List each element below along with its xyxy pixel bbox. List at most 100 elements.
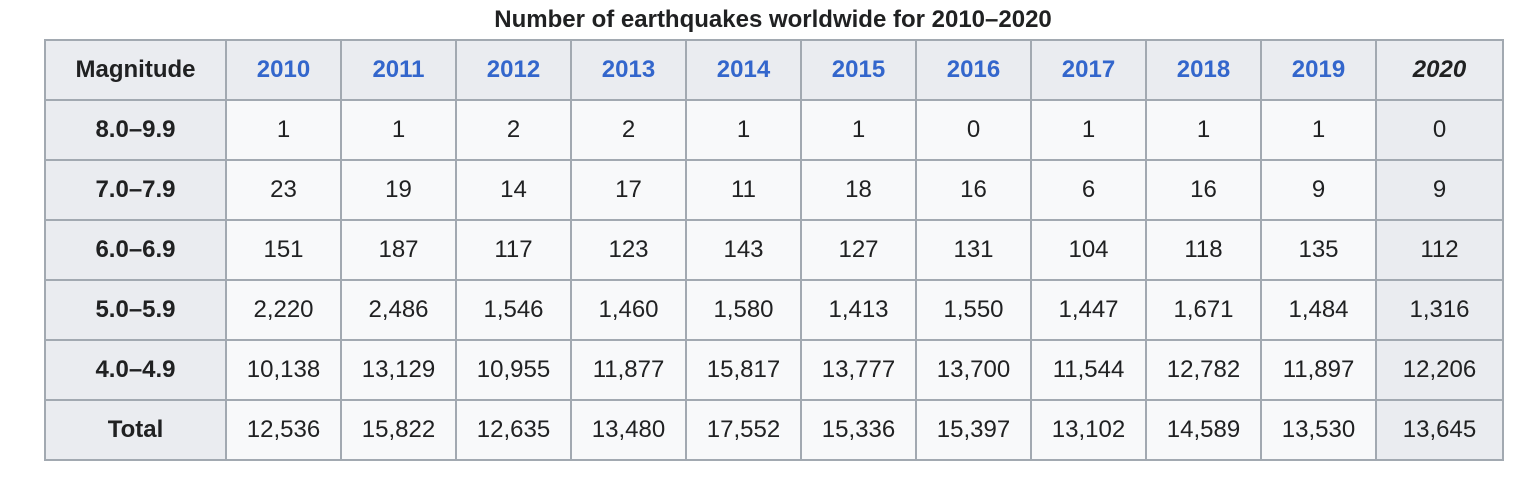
table-row: Total 12,536 15,822 12,635 13,480 17,552 15,33… bbox=[44, 399, 1504, 461]
row-header-magnitude: 4.0–4.9 bbox=[44, 339, 227, 401]
column-header-year: 2017 bbox=[1030, 39, 1147, 101]
table-cell: 1,580 bbox=[685, 279, 802, 341]
table-cell: 2 bbox=[570, 99, 687, 161]
table-cell: 14,589 bbox=[1145, 399, 1262, 461]
column-header-year: 2012 bbox=[455, 39, 572, 101]
table-cell: 1 bbox=[1030, 99, 1147, 161]
table-cell: 1,447 bbox=[1030, 279, 1147, 341]
table-cell: 13,480 bbox=[570, 399, 687, 461]
table-row: 5.0–5.9 2,220 2,486 1,546 1,460 1,580 1,413 1,5… bbox=[44, 279, 1504, 341]
year-link-2013[interactable]: 2013 bbox=[601, 56, 656, 83]
table-cell: 11,544 bbox=[1030, 339, 1147, 401]
table-cell: 10,955 bbox=[455, 339, 572, 401]
table-cell: 17 bbox=[570, 159, 687, 221]
table-cell: 13,700 bbox=[915, 339, 1032, 401]
row-header-magnitude: 5.0–5.9 bbox=[44, 279, 227, 341]
table-cell: 15,817 bbox=[685, 339, 802, 401]
table-cell: 1 bbox=[340, 99, 457, 161]
column-header-year: 2011 bbox=[340, 39, 457, 101]
row-header-magnitude: 6.0–6.9 bbox=[44, 219, 227, 281]
row-header-magnitude: 8.0–9.9 bbox=[44, 99, 227, 161]
year-link-2019[interactable]: 2019 bbox=[1291, 56, 1346, 83]
earthquake-table-container: Number of earthquakes worldwide for 2010… bbox=[44, 0, 1504, 461]
table-cell: 131 bbox=[915, 219, 1032, 281]
table-cell: 6 bbox=[1030, 159, 1147, 221]
table-cell: 11,877 bbox=[570, 339, 687, 401]
table-row: 8.0–9.9 1 1 2 2 1 1 0 1 1 1 0 bbox=[44, 99, 1504, 161]
table-cell: 13,777 bbox=[800, 339, 917, 401]
year-link-2015[interactable]: 2015 bbox=[831, 56, 886, 83]
table-cell: 1,316 bbox=[1375, 279, 1504, 341]
year-link-2016[interactable]: 2016 bbox=[946, 56, 1001, 83]
table-cell: 1 bbox=[1260, 99, 1377, 161]
table-cell: 104 bbox=[1030, 219, 1147, 281]
table-cell: 1 bbox=[1145, 99, 1262, 161]
table-cell: 2,220 bbox=[225, 279, 342, 341]
table-cell: 143 bbox=[685, 219, 802, 281]
table-cell: 123 bbox=[570, 219, 687, 281]
year-link-2018[interactable]: 2018 bbox=[1176, 56, 1231, 83]
year-link-2014[interactable]: 2014 bbox=[716, 56, 771, 83]
table-cell: 0 bbox=[1375, 99, 1504, 161]
header-row: Magnitude 2010 2011 2012 2013 2014 2015 … bbox=[44, 39, 1504, 101]
table-cell: 118 bbox=[1145, 219, 1262, 281]
table-cell: 18 bbox=[800, 159, 917, 221]
year-link-2012[interactable]: 2012 bbox=[486, 56, 541, 83]
table-body: 8.0–9.9 1 1 2 2 1 1 0 1 1 1 0 7.0–7.9 23 19 14 17 11 18 16 6… bbox=[44, 99, 1504, 461]
table-cell: 13,102 bbox=[1030, 399, 1147, 461]
table-cell: 15,397 bbox=[915, 399, 1032, 461]
table-cell: 112 bbox=[1375, 219, 1504, 281]
table-cell: 9 bbox=[1375, 159, 1504, 221]
table-cell: 15,336 bbox=[800, 399, 917, 461]
table-cell: 23 bbox=[225, 159, 342, 221]
table-cell: 135 bbox=[1260, 219, 1377, 281]
table-cell: 16 bbox=[915, 159, 1032, 221]
table-cell: 12,206 bbox=[1375, 339, 1504, 401]
column-header-year-2020: 2020 bbox=[1375, 39, 1504, 101]
table-cell: 187 bbox=[340, 219, 457, 281]
table-cell: 11,897 bbox=[1260, 339, 1377, 401]
earthquake-table: Magnitude 2010 2011 2012 2013 2014 2015 … bbox=[44, 39, 1504, 461]
table-cell: 12,536 bbox=[225, 399, 342, 461]
year-link-2011[interactable]: 2011 bbox=[372, 56, 425, 83]
table-cell: 12,782 bbox=[1145, 339, 1262, 401]
table-cell: 19 bbox=[340, 159, 457, 221]
table-cell: 13,530 bbox=[1260, 399, 1377, 461]
table-cell: 10,138 bbox=[225, 339, 342, 401]
row-header-magnitude: 7.0–7.9 bbox=[44, 159, 227, 221]
table-row: 4.0–4.9 10,138 13,129 10,955 11,877 15,817 13,… bbox=[44, 339, 1504, 401]
row-header-magnitude: Total bbox=[44, 399, 227, 461]
table-row: 7.0–7.9 23 19 14 17 11 18 16 6 16 9 9 bbox=[44, 159, 1504, 221]
table-cell: 1 bbox=[800, 99, 917, 161]
table-cell: 1,484 bbox=[1260, 279, 1377, 341]
year-link-2010[interactable]: 2010 bbox=[256, 56, 311, 83]
column-header-year: 2013 bbox=[570, 39, 687, 101]
table-cell: 15,822 bbox=[340, 399, 457, 461]
table-cell: 2 bbox=[455, 99, 572, 161]
column-header-year: 2010 bbox=[225, 39, 342, 101]
table-cell: 17,552 bbox=[685, 399, 802, 461]
year-link-2017[interactable]: 2017 bbox=[1061, 56, 1116, 83]
table-cell: 13,129 bbox=[340, 339, 457, 401]
table-cell: 117 bbox=[455, 219, 572, 281]
table-caption: Number of earthquakes worldwide for 2010… bbox=[494, 6, 1052, 33]
table-cell: 1,413 bbox=[800, 279, 917, 341]
table-cell: 12,635 bbox=[455, 399, 572, 461]
table-cell: 0 bbox=[915, 99, 1032, 161]
table-cell: 13,645 bbox=[1375, 399, 1504, 461]
column-header-year: 2016 bbox=[915, 39, 1032, 101]
table-cell: 11 bbox=[685, 159, 802, 221]
column-header-magnitude: Magnitude bbox=[44, 39, 227, 101]
table-cell: 1,460 bbox=[570, 279, 687, 341]
column-header-year: 2014 bbox=[685, 39, 802, 101]
column-header-year: 2018 bbox=[1145, 39, 1262, 101]
table-row: 6.0–6.9 151 187 117 123 143 127 131 104 118 135 112 bbox=[44, 219, 1504, 281]
table-cell: 16 bbox=[1145, 159, 1262, 221]
table-cell: 1 bbox=[685, 99, 802, 161]
table-cell: 1,671 bbox=[1145, 279, 1262, 341]
column-header-year: 2019 bbox=[1260, 39, 1377, 101]
table-cell: 2,486 bbox=[340, 279, 457, 341]
table-cell: 1,550 bbox=[915, 279, 1032, 341]
table-cell: 9 bbox=[1260, 159, 1377, 221]
column-header-year: 2015 bbox=[800, 39, 917, 101]
